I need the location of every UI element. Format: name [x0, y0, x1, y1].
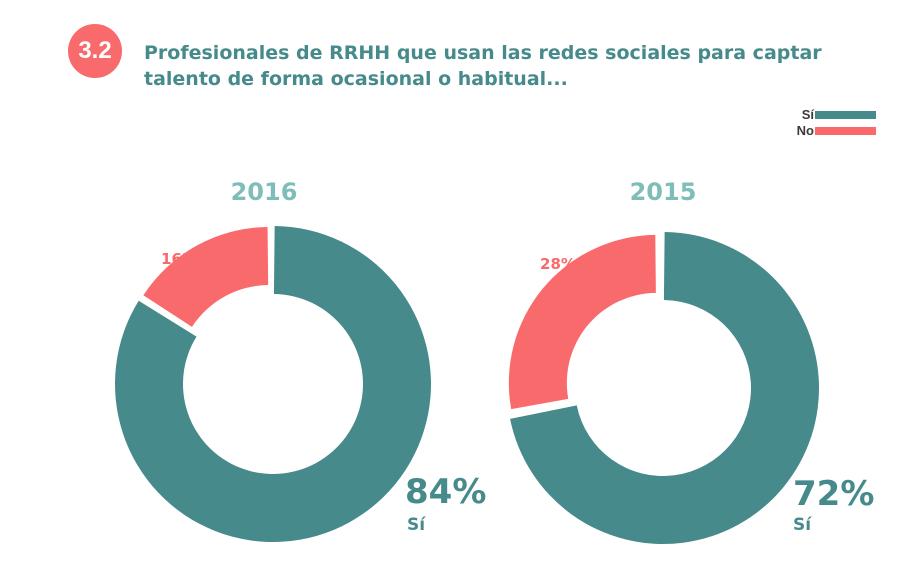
donut-title-2015: 2015 — [629, 178, 697, 206]
section-number-badge: 3.2 — [68, 24, 122, 78]
legend-item-no: No — [780, 124, 880, 138]
page-title: Profesionales de RRHH que usan las redes… — [144, 42, 822, 90]
category-label-si-2015: Sí — [793, 515, 812, 535]
donut-slice-si-2015 — [510, 232, 820, 545]
donut-slice-no-2016 — [143, 226, 269, 327]
legend-swatch-si — [815, 111, 876, 119]
legend-label-no: No — [796, 123, 814, 138]
category-label-si-2016: Sí — [407, 515, 426, 535]
donut-slice-no-2015 — [508, 234, 656, 410]
value-label-si-2015: 72% — [793, 474, 875, 514]
value-label-no-2015: 28% — [540, 255, 576, 273]
legend-label-si: Sí — [801, 107, 814, 122]
donut-title-2016: 2016 — [230, 178, 298, 206]
legend-swatch-no — [815, 127, 876, 135]
legend-item-si: Sí — [780, 108, 880, 122]
value-label-no-2016: 16% — [161, 250, 197, 268]
value-label-si-2016: 84% — [405, 472, 487, 512]
donut-slice-si-2016 — [115, 226, 431, 542]
